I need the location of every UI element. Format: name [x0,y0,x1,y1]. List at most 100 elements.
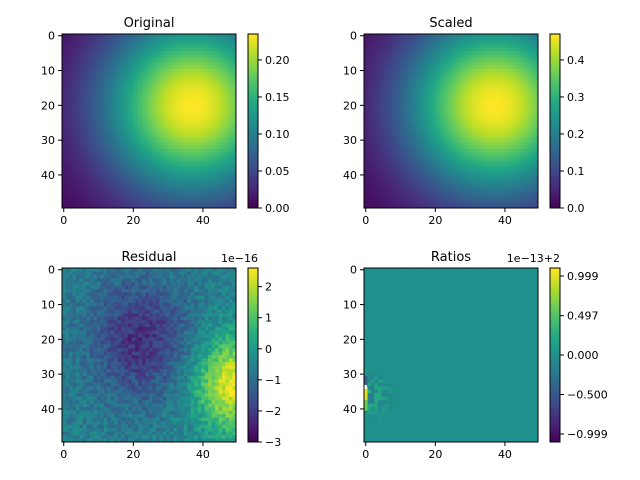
heatmap-cell [520,148,525,153]
colorbar-segment [248,70,258,74]
heatmap-cell [513,37,518,42]
heatmap-cell [121,190,126,195]
heatmap-cell [510,169,515,174]
colorbar-segment [248,34,258,37]
heatmap-cell [169,187,174,191]
heatmap-cell [510,58,515,63]
heatmap-cell [142,204,146,209]
heatmap-cell [222,131,226,136]
heatmap-cell [457,82,462,87]
heatmap-cell [457,61,462,66]
heatmap-cell [103,79,108,84]
heatmap-cell [121,89,126,94]
heatmap-cell [496,159,501,164]
heatmap-cell [152,124,157,129]
heatmap-cell [416,166,421,171]
heatmap-cell [513,82,518,87]
heatmap-cell [117,124,122,129]
heatmap-cell [183,166,188,171]
heatmap-cell [110,162,115,167]
heatmap-cell [374,117,379,122]
heatmap-cell [506,134,511,139]
heatmap-cell [107,34,112,38]
heatmap-cell [367,194,372,198]
heatmap-cell [364,96,368,101]
heatmap-cell [208,100,213,104]
heatmap-cell [485,159,490,164]
heatmap-cell [211,176,216,181]
heatmap-cell [485,79,490,84]
heatmap-cell [82,79,87,84]
heatmap-cell [159,148,164,153]
heatmap-cell [145,44,150,49]
heatmap-cell [183,82,188,87]
heatmap-cell [524,155,528,160]
heatmap-cell [531,141,535,146]
heatmap-cell [506,121,511,125]
heatmap-cell [423,68,428,73]
heatmap-cell [391,159,396,164]
heatmap-cell [79,190,84,195]
heatmap-cell [166,162,171,167]
heatmap-cell [89,34,94,38]
heatmap-cell [384,40,389,45]
heatmap-cell [520,54,525,59]
heatmap-cell [180,169,185,174]
heatmap-cell [75,82,80,87]
colorbar-segment [248,201,258,205]
heatmap-cell [138,197,143,202]
heatmap-cell [464,47,469,52]
heatmap-cell [503,194,508,198]
heatmap-cell [145,152,150,157]
heatmap-cell [489,124,494,129]
heatmap-cell [72,72,77,77]
heatmap-cell [370,173,375,178]
heatmap-cell [374,93,379,98]
heatmap-cell [464,34,469,38]
heatmap-cell [86,54,91,59]
heatmap-cell [496,58,501,63]
heatmap-cell [79,58,84,63]
heatmap-cell [117,176,122,181]
heatmap-cell [197,117,202,122]
heatmap-cell [138,37,143,42]
heatmap-cell [391,100,396,104]
heatmap-cell [208,162,213,167]
heatmap-cell [89,124,94,129]
heatmap-cell [534,194,539,198]
heatmap-cell [440,44,445,49]
heatmap-cell [499,121,504,125]
heatmap-cell [194,51,199,56]
heatmap-cell [117,89,122,94]
heatmap-cell [93,201,98,205]
heatmap-cell [124,86,129,91]
heatmap-cell [135,204,139,209]
heatmap-cell [492,110,497,115]
heatmap-cell [388,93,393,98]
heatmap-cell [149,117,153,122]
heatmap-cell [451,197,455,202]
heatmap-cell [218,107,223,111]
heatmap-cell [520,110,525,115]
heatmap-cell [440,65,445,70]
heatmap-cell [107,148,112,153]
heatmap-cell [124,114,129,118]
heatmap-cell [451,134,455,139]
heatmap-cell [72,190,77,195]
heatmap-cell [510,190,515,195]
heatmap-cell [402,68,407,73]
heatmap-cell [176,86,181,91]
heatmap-cell [419,134,424,139]
heatmap-cell [374,134,379,139]
heatmap-cell [183,187,188,191]
heatmap-cell [121,169,126,174]
heatmap-cell [381,68,386,73]
heatmap-cell [131,187,136,191]
heatmap-cell [62,166,66,171]
heatmap-cell [225,166,230,171]
heatmap-cell [437,103,441,108]
heatmap-cell [135,166,139,171]
heatmap-cell [218,162,223,167]
heatmap-cell [496,117,501,122]
heatmap-cell [100,190,105,195]
